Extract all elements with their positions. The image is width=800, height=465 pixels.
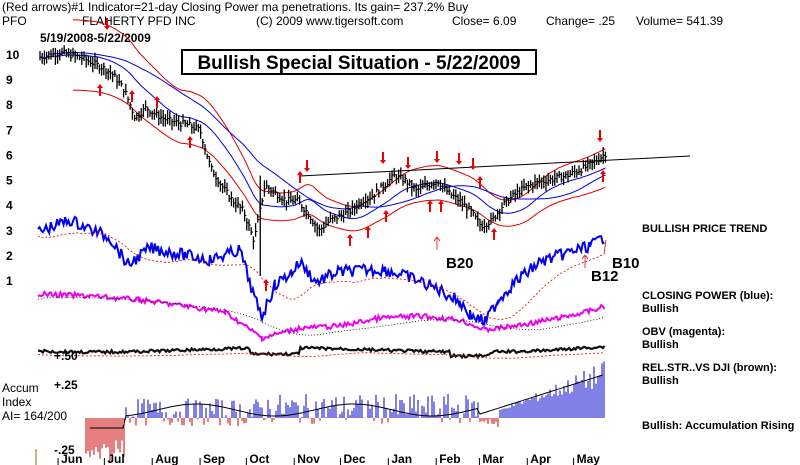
buy-arrow-head [477,176,483,180]
accum-title-2: Index [2,395,32,409]
buy-arrow-head [129,90,135,94]
obv-ma [37,297,605,336]
buy-arrow-head [154,96,160,100]
chart-title: Bullish Special Situation - 5/22/2009 [181,49,537,75]
signal-pointer-b10 [603,239,607,255]
sell-arrow-head [104,26,110,30]
buy-arrow-head [438,200,444,204]
y-tick-label-1: 1 [6,274,13,288]
signal-b20: B20 [446,255,474,272]
x-tick-label-Aug: Aug [155,452,178,465]
x-tick-label-Jan: Jan [391,452,412,465]
accum-ma [90,374,604,429]
sell-arrow-head [597,138,603,142]
buy-arrow-head [97,84,103,88]
annotation-closing-power-status: Bullish [642,303,679,315]
signal-pointer-head [581,254,589,260]
annotation-price-trend: BULLISH PRICE TREND [642,223,768,235]
relstr-series [37,344,606,360]
signal-arrows [97,18,607,291]
y-tick-labels: 10 9 8 7 6 5 4 3 2 1 [6,48,20,288]
x-tick-label-May: May [577,452,601,465]
y-tick-label-5: 5 [6,174,13,188]
x-tick-label-Oct: Oct [249,452,269,465]
signal-pointer-head [433,236,441,242]
accum-ai: AI= 164/200 [2,409,68,423]
sell-arrow-head [434,159,440,163]
header-indicator-line: (Red arrows)#1 Indicator=21-day Closing … [2,0,469,14]
x-tick-label-Feb: Feb [439,452,460,465]
y-tick-label-9: 9 [6,73,13,87]
accum-bars [85,361,605,462]
relstr-line [37,344,606,360]
annotation-relstr: REL.STR..VS DJI (brown): [642,362,778,374]
closing-power-line [37,215,605,326]
x-tick-label-Apr: Apr [530,452,551,465]
annotation-closing-power: CLOSING POWER (blue): [642,290,774,302]
y-tick-label-2: 2 [6,249,13,263]
x-tick-label-Sep: Sep [203,452,225,465]
x-tick-label-Nov: Nov [297,452,320,465]
y-tick-label-7: 7 [6,123,13,137]
y-tick-label-3: 3 [6,224,13,238]
buy-arrow-head [365,226,371,230]
buy-arrow-head [347,234,353,238]
annotation-obv-status: Bullish [642,339,679,351]
x-tick-label-Dec: Dec [344,452,366,465]
closing-power-ma [37,232,605,320]
x-tick-label-Mar: Mar [482,452,504,465]
lower-band [73,89,606,232]
obv-series [37,289,606,342]
buy-arrow-head [491,228,497,232]
buy-arrow-head [427,200,433,204]
chart-axes [35,449,575,465]
sell-arrow-head [380,160,386,164]
resistance-trendline [299,155,691,177]
x-tick-label-Jun: Jun [61,452,82,465]
header-volume: Volume= 541.39 [636,14,724,28]
price-bars [39,45,608,276]
moving-averages [39,51,606,220]
header-symbol: PFO [2,14,27,28]
annotation-accum: Bullish: Accumulation Rising [642,420,795,432]
header-company: FLAHERTY PFD INC [82,14,196,28]
buy-arrow-head [600,170,606,174]
header-copyright: (C) 2009 www.tigersoft.com [256,14,404,28]
obv-line [37,289,606,342]
annotation-obv: OBV (magenta): [642,326,726,338]
y-tick-label-6: 6 [6,148,13,162]
header-close: Close= 6.09 [452,14,517,28]
accum-level-neg25: -.25 [54,443,75,457]
relstr-ma [37,352,605,359]
sell-arrow-head [456,161,462,165]
buy-arrow-head [383,210,389,214]
header-change: Change= .25 [546,14,616,28]
closing-power-series [37,215,605,326]
sell-arrow-head [304,168,310,172]
buy-arrow-head [187,136,193,140]
x-tick-labels: Jun Jul Aug Sep Oct Nov Dec Jan Feb Mar Apr May [61,452,600,465]
y-tick-label-4: 4 [6,199,13,213]
buy-arrow-head [297,171,303,175]
buy-arrow-head [263,279,269,283]
y-tick-label-8: 8 [6,98,13,112]
signal-b12: B12 [591,268,619,285]
accum-title-1: Accum [2,381,39,395]
y-tick-label-10: 10 [6,48,20,62]
annotation-relstr-status: Bullish [642,375,679,387]
ma-21 [39,54,606,220]
accum-level-25: +.25 [54,378,78,392]
sell-arrow-head [470,166,476,170]
x-tick-label-Jul: Jul [107,452,124,465]
accum-level-50: +.50 [54,349,78,363]
signal-b10: B10 [612,255,640,272]
sell-arrow-head [405,165,411,169]
ma-50 [50,51,606,210]
